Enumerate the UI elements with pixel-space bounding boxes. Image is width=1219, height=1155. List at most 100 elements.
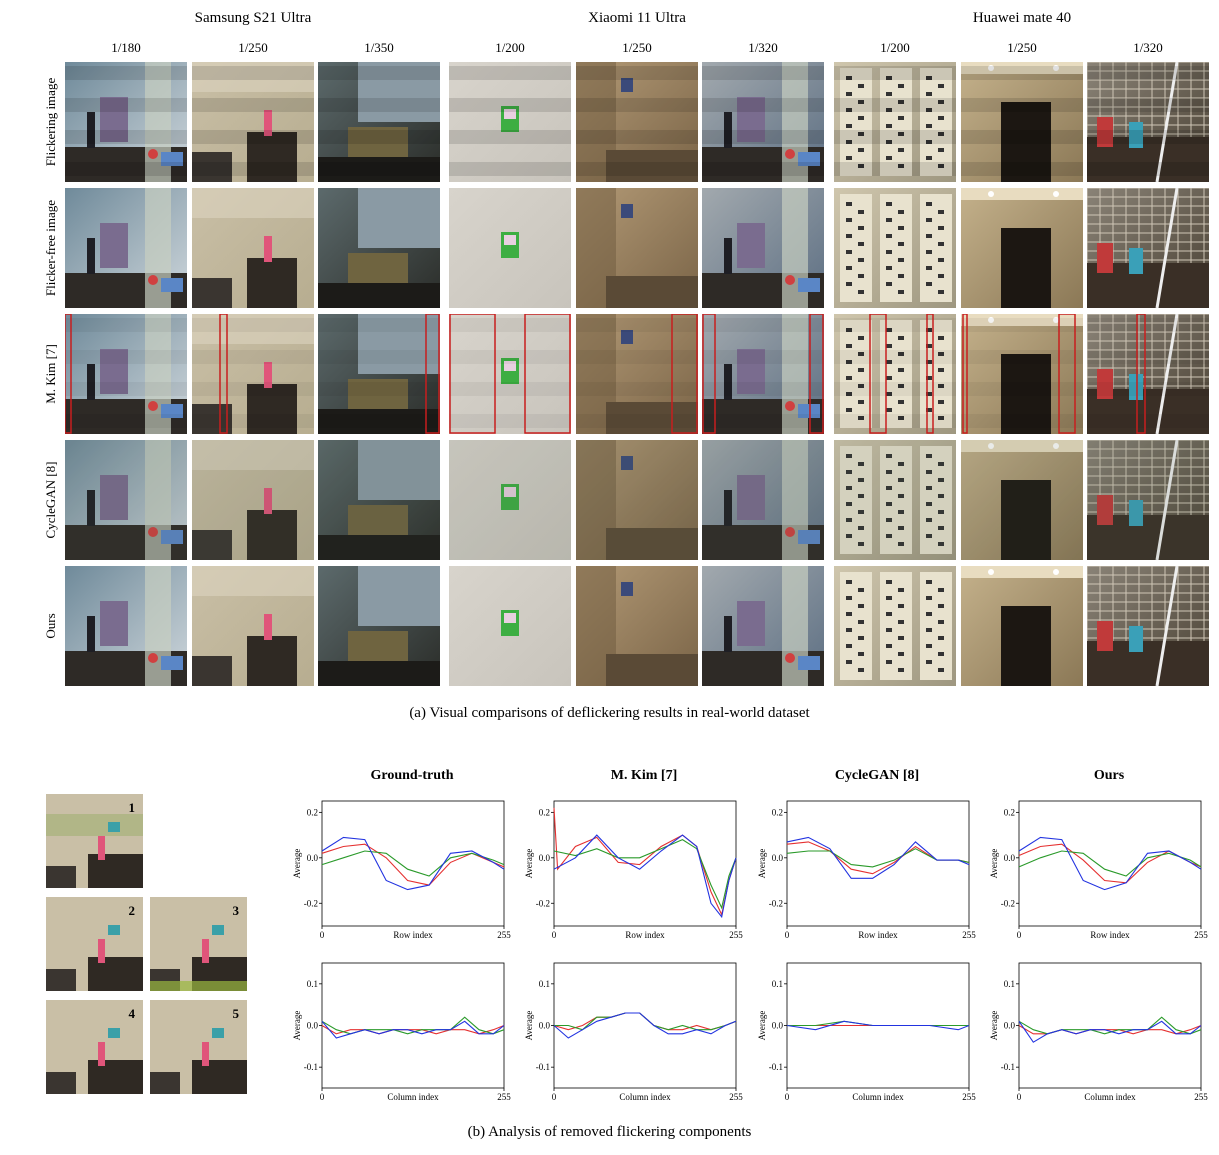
row-label: CycleGAN [8] [43, 461, 58, 539]
result-image [192, 440, 314, 560]
artifact-box [962, 314, 968, 434]
result-image [1087, 188, 1209, 308]
x-tick-label: 255 [962, 1092, 976, 1102]
result-image [961, 314, 1083, 434]
artifact-box [702, 314, 716, 434]
result-image [576, 314, 698, 434]
series-line-blue [321, 836, 505, 891]
artifact-box [869, 314, 887, 434]
result-image [449, 188, 571, 308]
plot-frame [786, 800, 970, 927]
x-axis-label: Row index [1090, 930, 1130, 940]
result-image [449, 566, 571, 686]
y-tick-label: 0.0 [307, 1021, 319, 1031]
plot-svg: 0.2 0.0 -0.2 0 255 Row index Average [757, 800, 976, 940]
series-line-blue [553, 834, 737, 919]
line-plot: 0.2 0.0 -0.2 0 255 Row index Average [757, 800, 979, 958]
result-image [65, 62, 187, 182]
y-tick-label: 0.0 [772, 1021, 784, 1031]
shutter-label: 1/250 [1007, 40, 1037, 55]
result-image [576, 62, 698, 182]
shutter-label: 1/320 [748, 40, 778, 55]
plot-svg: 0.1 0.0 -0.1 0 255 Column index Average [989, 962, 1208, 1102]
shutter-label: 1/200 [495, 40, 525, 55]
y-axis-label: Average [757, 849, 767, 879]
result-image [834, 62, 956, 182]
y-tick-label: -0.1 [1001, 1062, 1015, 1072]
analysis-thumbnail: 2 [46, 897, 143, 991]
analysis-thumbnail: 3 [150, 897, 247, 991]
y-tick-label: 0.0 [1004, 1021, 1016, 1031]
result-image [65, 566, 187, 686]
shutter-label: 1/250 [238, 40, 268, 55]
phone-label-huawei: Huawei mate 40 [972, 10, 1072, 26]
x-tick-label: 0 [785, 1092, 790, 1102]
result-image [192, 566, 314, 686]
artifact-box [809, 314, 824, 434]
x-tick-label: 255 [1194, 930, 1208, 940]
shutter-label: 1/320 [1133, 40, 1163, 55]
artifact-box [219, 314, 228, 434]
caption-b: (b) Analysis of removed flickering compo… [467, 1124, 752, 1140]
series-line-blue [553, 1012, 737, 1039]
y-tick-label: 0.0 [1004, 853, 1016, 863]
thumbnail-number: 1 [128, 800, 136, 815]
thumbnail-number: 2 [128, 903, 136, 918]
artifact-box [449, 314, 496, 434]
chart-title: Ours [1093, 768, 1125, 783]
series-line-green [553, 838, 737, 910]
analysis-thumbnail: 4 [46, 1000, 143, 1094]
result-image [65, 188, 187, 308]
result-image [449, 314, 571, 434]
result-image [834, 566, 956, 686]
thumbnail-number: 3 [232, 903, 240, 918]
y-tick-label: 0.1 [1004, 979, 1015, 989]
y-axis-label: Average [989, 849, 999, 879]
x-tick-label: 255 [729, 930, 743, 940]
line-plot: 0.2 0.0 -0.2 0 255 Row index Average [292, 800, 514, 958]
x-axis-label: Row index [858, 930, 898, 940]
plot-svg: 0.1 0.0 -0.1 0 255 Column index Average [292, 962, 511, 1102]
plot-svg: 0.2 0.0 -0.2 0 255 Row index Average [989, 800, 1208, 940]
row-label: Flickering image [43, 77, 58, 167]
result-image [1087, 314, 1209, 434]
y-axis-label: Average [292, 849, 302, 879]
result-image [961, 188, 1083, 308]
artifact-box [425, 314, 440, 434]
result-image [834, 440, 956, 560]
result-image [1087, 62, 1209, 182]
y-axis-label: Average [292, 1011, 302, 1041]
x-tick-label: 255 [729, 1092, 743, 1102]
x-tick-label: 255 [497, 930, 511, 940]
y-tick-label: 0.1 [539, 979, 550, 989]
result-image [192, 314, 314, 434]
result-image [1087, 440, 1209, 560]
y-tick-label: -0.2 [536, 898, 550, 908]
shutter-label: 1/250 [622, 40, 652, 55]
y-tick-label: -0.2 [1001, 898, 1015, 908]
analysis-thumbnail: 1 [46, 794, 143, 888]
caption-a: (a) Visual comparisons of deflickering r… [409, 705, 810, 721]
result-image [702, 440, 824, 560]
x-tick-label: 0 [785, 930, 790, 940]
y-tick-label: -0.1 [769, 1062, 783, 1072]
result-image [702, 188, 824, 308]
line-plot: 0.2 0.0 -0.2 0 255 Row index Average [989, 800, 1211, 958]
line-plot: 0.2 0.0 -0.2 0 255 Row index Average [524, 800, 746, 958]
result-image [576, 188, 698, 308]
plot-svg: 0.1 0.0 -0.1 0 255 Column index Average [757, 962, 976, 1102]
result-image [702, 62, 824, 182]
result-image [702, 314, 824, 434]
y-axis-label: Average [524, 849, 534, 879]
x-tick-label: 255 [1194, 1092, 1208, 1102]
chart-title: CycleGAN [8] [834, 768, 920, 783]
line-plot: 0.1 0.0 -0.1 0 255 Column index Average [292, 962, 514, 1120]
shutter-label: 1/200 [880, 40, 910, 55]
result-image [834, 314, 956, 434]
result-image [318, 314, 440, 434]
y-tick-label: 0.1 [772, 979, 783, 989]
result-image [192, 188, 314, 308]
shutter-label: 1/180 [111, 40, 141, 55]
y-axis-label: Average [757, 1011, 767, 1041]
y-tick-label: 0.0 [539, 853, 551, 863]
